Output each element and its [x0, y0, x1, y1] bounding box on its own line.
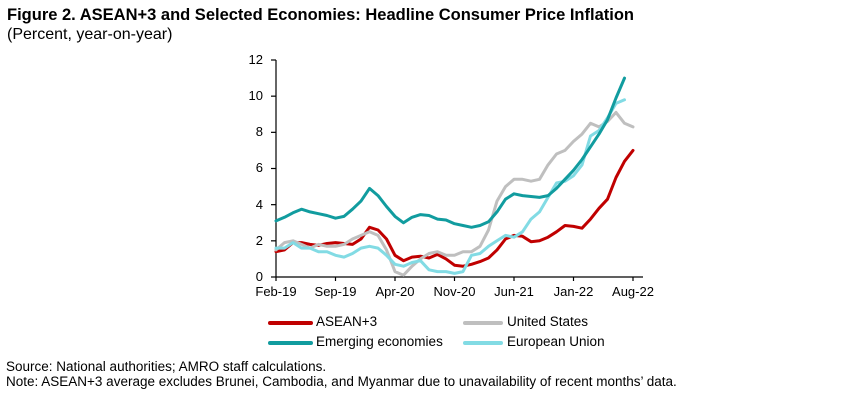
y-axis-tick-label: 10 [248, 88, 263, 103]
x-axis-tick-label: Jan-22 [553, 284, 594, 299]
figure-subtitle: (Percent, year-on-year) [7, 26, 173, 43]
legend-swatch-united-states [463, 321, 503, 325]
y-axis-tick-label: 2 [255, 233, 263, 248]
figure-title: Figure 2. ASEAN+3 and Selected Economies… [7, 6, 635, 24]
source-text: Source: National authorities; AMRO staff… [6, 359, 327, 374]
legend-swatch-european-union [463, 341, 503, 345]
y-axis-tick-label: 4 [255, 197, 263, 212]
y-axis-tick-label: 0 [255, 269, 263, 284]
x-axis-tick-label: Feb-19 [255, 284, 297, 299]
legend-label-european-union: European Union [507, 334, 605, 349]
legend-label-asean3: ASEAN+3 [316, 314, 378, 329]
x-axis-tick-label: Sep-19 [314, 284, 357, 299]
x-axis-tick-label: Aug-22 [612, 284, 654, 299]
y-axis-tick-label: 8 [255, 124, 263, 139]
x-axis-tick-label: Nov-20 [433, 284, 476, 299]
y-axis-tick-label: 6 [255, 160, 263, 175]
legend-swatch-asean3 [268, 321, 313, 325]
chart-plot-area [271, 59, 643, 281]
x-axis-tick-label: Jun-21 [494, 284, 534, 299]
legend-label-emerging-economies: Emerging economies [316, 334, 443, 349]
note-text: Note: ASEAN+3 average excludes Brunei, C… [6, 374, 677, 389]
y-axis-tick-label: 12 [248, 52, 263, 67]
legend-label-united-states: United States [507, 314, 589, 329]
x-axis-tick-label: Apr-20 [375, 284, 415, 299]
legend-swatch-emerging-economies [268, 341, 313, 345]
